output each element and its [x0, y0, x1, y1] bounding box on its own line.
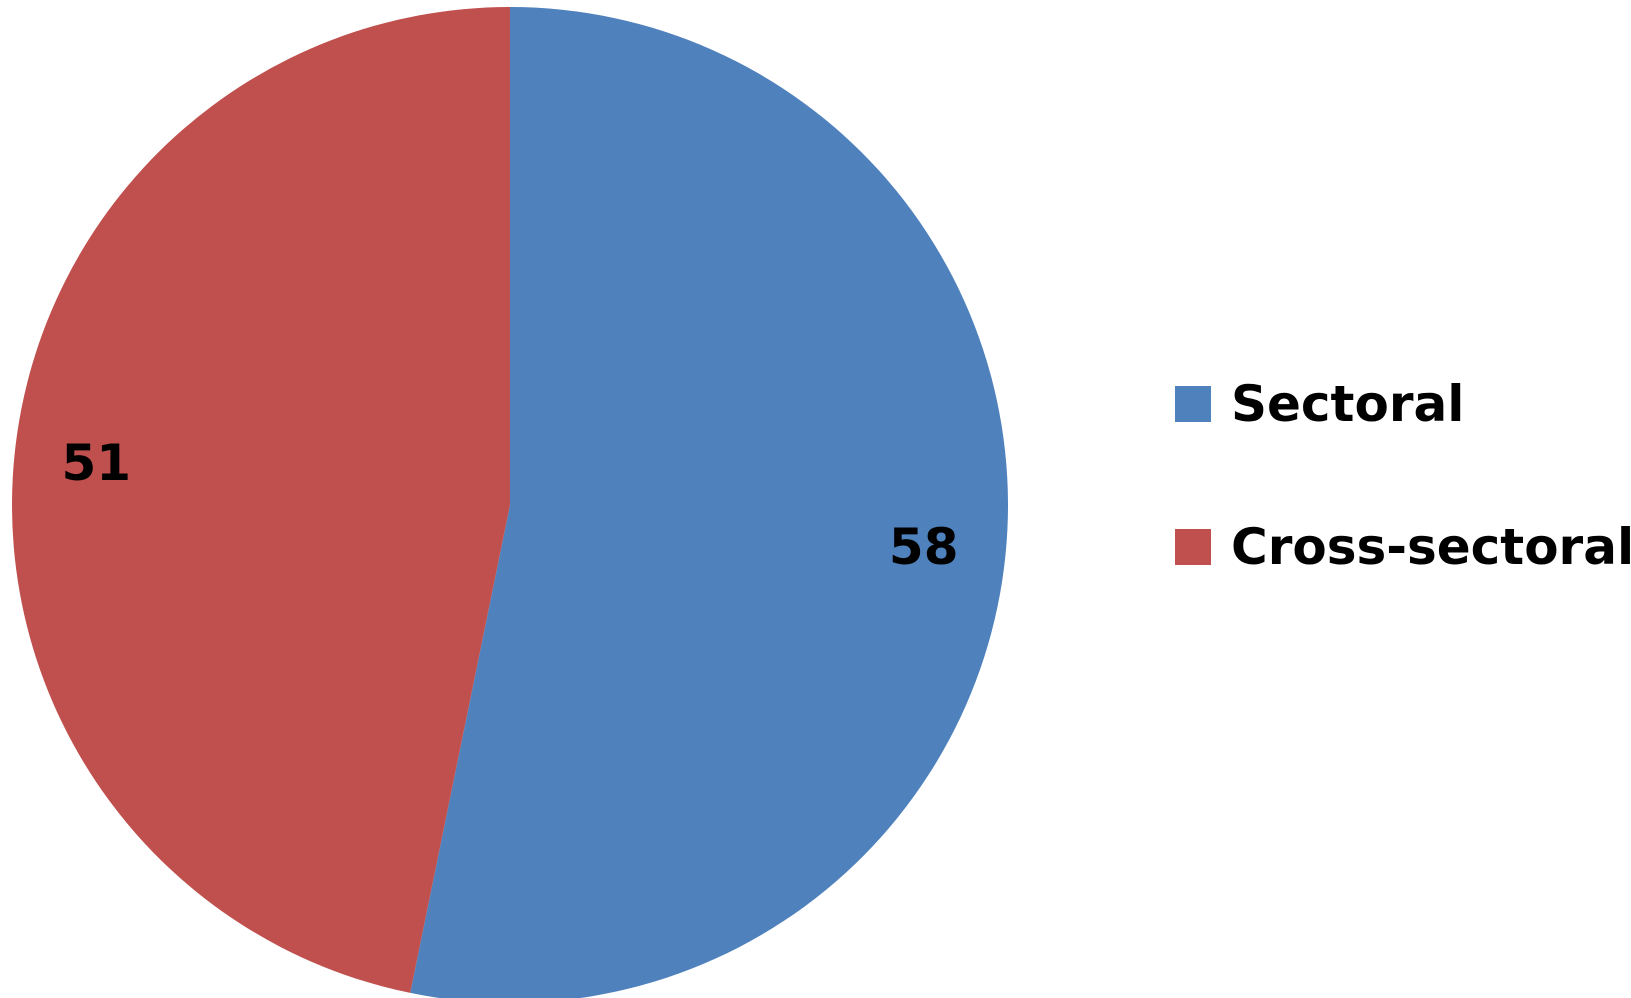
- pie-slices: [11, 7, 1008, 998]
- legend-swatch-sectoral: [1175, 386, 1211, 422]
- legend-swatch-cross-sectoral: [1175, 529, 1211, 565]
- pie-data-labels: 58 51: [61, 434, 958, 576]
- data-label-sectoral: 58: [889, 518, 959, 576]
- legend: Sectoral Cross-sectoral: [1175, 375, 1631, 576]
- legend-label-sectoral: Sectoral: [1231, 375, 1464, 433]
- data-label-cross-sectoral: 51: [61, 434, 131, 492]
- pie-slice-sectoral: [410, 7, 1008, 998]
- legend-label-cross-sectoral: Cross-sectoral: [1231, 518, 1631, 576]
- pie-slice-cross-sectoral: [11, 7, 510, 993]
